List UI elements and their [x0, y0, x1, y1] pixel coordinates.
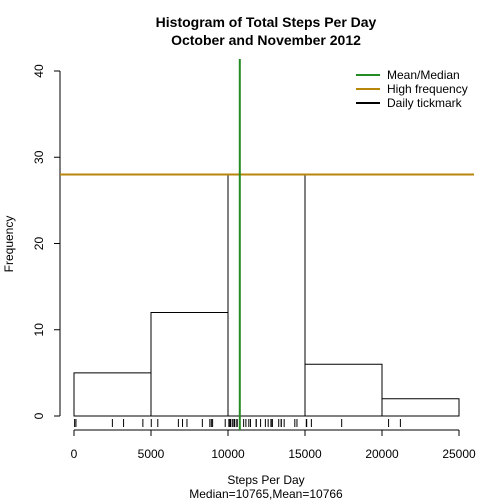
rug-ticks — [74, 419, 401, 427]
chart-title-line1: Histogram of Total Steps Per Day — [156, 14, 377, 30]
y-tick-label-3: 30 — [32, 150, 46, 164]
x-tick-label-4: 20000 — [365, 447, 399, 461]
x-axis-sublabel: Median=10765,Mean=10766 — [189, 487, 343, 501]
histogram-bars — [73, 174, 460, 417]
y-axis-label: Frequency — [2, 216, 16, 273]
x-tick-label-1: 5000 — [138, 447, 165, 461]
chart-title-line2: October and November 2012 — [171, 32, 361, 48]
y-tick-label-4: 40 — [32, 64, 46, 78]
legend-label-1: High frequency — [387, 82, 468, 96]
reference-lines — [60, 59, 474, 430]
x-tick-label-5: 25000 — [442, 447, 476, 461]
legend-label-2: Daily tickmark — [387, 96, 463, 110]
legend-label-0: Mean/Median — [387, 68, 460, 82]
x-axis-label: Steps Per Day — [227, 473, 304, 487]
x-tick-label-3: 15000 — [288, 447, 322, 461]
histogram-bar-3 — [304, 363, 383, 417]
histogram-bar-0 — [73, 372, 152, 417]
y-tick-label-1: 10 — [32, 323, 46, 337]
x-tick-label-0: 0 — [71, 447, 78, 461]
histogram-bar-4 — [381, 398, 460, 417]
histogram-bar-1 — [150, 312, 229, 417]
x-tick-label-2: 10000 — [211, 447, 245, 461]
y-tick-label-0: 0 — [32, 412, 46, 419]
y-tick-label-2: 20 — [32, 237, 46, 251]
y-axis: 0 10 20 30 40 — [32, 64, 61, 419]
x-axis: 0 5000 10000 15000 20000 25000 — [71, 429, 476, 461]
